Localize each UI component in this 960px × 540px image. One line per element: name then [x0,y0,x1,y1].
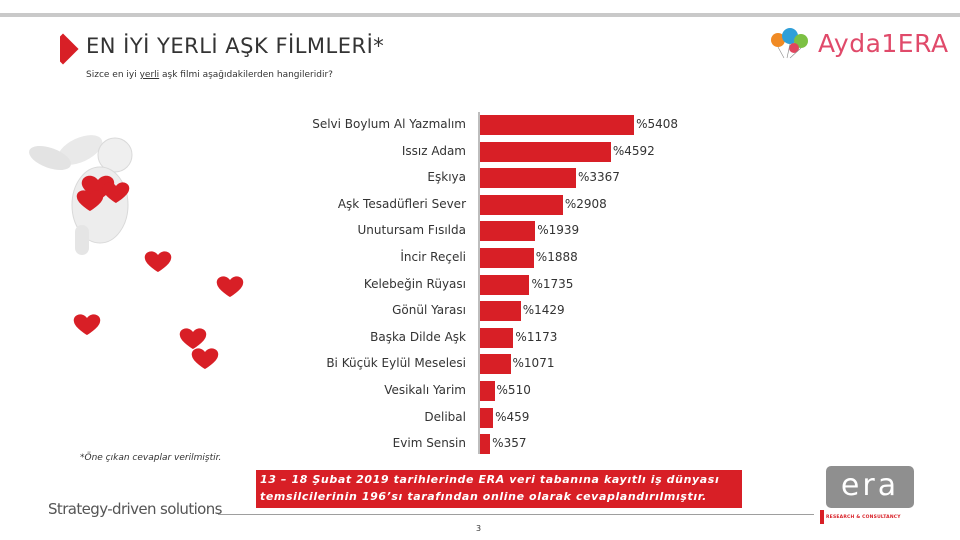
bar-row: Gönül Yarası %1429 [0,299,960,323]
question-text: Sizce en iyi yerli aşk filmi aşağıdakile… [86,70,333,80]
page-number: 3 [476,524,482,533]
bar-value-label: %357 [492,436,527,451]
survey-info-banner: 13 – 18 Şubat 2019 tarihlerinde ERA veri… [256,470,742,508]
bar-row: Vesikalı Yarim %510 [0,379,960,403]
bar-category-label: Başka Dilde Aşk [370,329,466,344]
bar [480,141,611,162]
question-text-pre: Sizce en iyi [86,70,140,80]
bar-value-label: %510 [496,383,531,397]
top-divider [0,13,960,17]
era-tagline: RESEARCH & CONSULTANCY [826,515,901,520]
bar-value-label: %1939 [537,223,580,238]
bar-value-label: %459 [495,409,530,424]
bar [480,354,511,375]
bar-row: Delibal %459 [0,406,960,430]
bar-row: Selvi Boylum Al Yazmalım %5408 [0,113,960,137]
bar-row: Unutursam Fısılda %1939 [0,219,960,243]
bar-category-label: Unutursam Fısılda [357,223,466,238]
bar-value-label: %2908 [564,196,607,211]
bar-value-label: %1429 [522,303,565,318]
bar [480,434,491,455]
bar [480,194,563,215]
bar-value-label: %1071 [512,356,555,371]
bar-value-label: %1888 [535,250,578,264]
bar [480,381,495,401]
bar [480,168,576,189]
bar-category-label: Eşkıya [427,170,466,185]
bar-row: Issız Adam %4592 [0,140,960,164]
bar [480,115,635,135]
bar [480,248,534,268]
chart-axis [478,112,480,454]
footnote: *Öne çıkan cevaplar verilmiştir. [80,453,222,463]
bar [480,327,514,348]
bar-category-label: Selvi Boylum Al Yazmalım [312,117,466,131]
bar-category-label: Bi Küçük Eylül Meselesi [326,356,466,371]
bar-category-label: İncir Reçeli [400,250,466,264]
bar-row: Kelebeğin Rüyası %1735 [0,273,960,297]
bar-category-label: Aşk Tesadüfleri Sever [337,196,466,211]
balloons-logo-icon [771,28,808,59]
banner-line-1: 13 – 18 Şubat 2019 tarihlerinde ERA veri… [260,473,720,486]
era-logo: era [826,466,914,508]
bar-row: Eşkıya %3367 [0,166,960,190]
footer-slogan: Strategy-driven solutions [48,500,222,518]
bar-category-label: Vesikalı Yarim [384,383,466,397]
footer-divider [218,514,814,515]
question-text-post: aşk filmi aşağıdakilerden hangileridir? [159,70,333,80]
bar-value-label: %1173 [515,329,558,344]
bar-row: Evim Sensin %357 [0,432,960,456]
bar-value-label: %3367 [577,170,620,185]
bar [480,221,536,242]
bar-row: İncir Reçeli %1888 [0,246,960,270]
bar-row: Başka Dilde Aşk %1173 [0,326,960,350]
bar-value-label: %1735 [531,276,574,291]
bar [480,301,521,322]
cupid-hearts-illustration [29,135,244,369]
era-logo-accent [820,510,824,524]
banner-line-2: temsilcilerinin 196’sı tarafından online… [260,490,707,503]
brand-logo-text: Ayda1ERA [818,29,949,58]
bar-category-label: Kelebeğin Rüyası [363,276,466,291]
bar-value-label: %4592 [612,143,655,158]
bar-category-label: Gönül Yarası [392,303,466,318]
page-title: EN İYİ YERLİ AŞK FİLMLERİ* [86,34,385,58]
question-text-underlined: yerli [139,70,160,80]
bar-category-label: Evim Sensin [392,436,466,451]
bar-row: Bi Küçük Eylül Meselesi %1071 [0,352,960,376]
bar-category-label: Delibal [424,409,466,424]
bar-value-label: %5408 [636,117,679,131]
bar-category-label: Issız Adam [401,143,466,158]
bar [480,274,530,295]
bar [480,407,494,428]
bar-row: Aşk Tesadüfleri Sever %2908 [0,193,960,217]
